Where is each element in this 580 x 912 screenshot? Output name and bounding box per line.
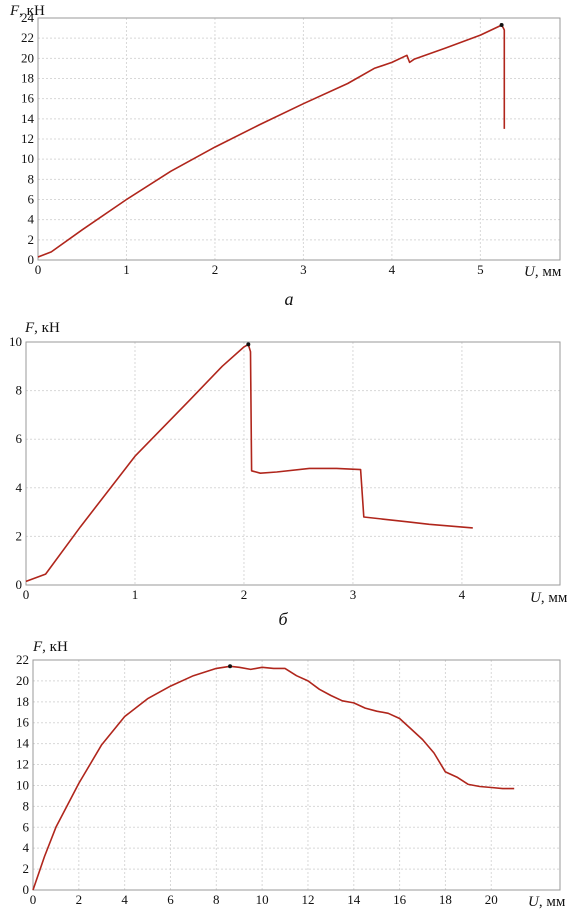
x-tick-label: 12 xyxy=(301,892,314,907)
x-axis-variable: U xyxy=(524,264,536,280)
x-tick-label: 4 xyxy=(389,262,396,277)
x-axis-label: U, мм xyxy=(524,264,562,280)
y-axis-variable: F xyxy=(24,320,35,336)
x-tick-label: 10 xyxy=(256,892,269,907)
y-tick-label: 4 xyxy=(23,840,30,855)
y-tick-label: 6 xyxy=(28,192,35,207)
series-line-1 xyxy=(37,24,506,258)
y-tick-label: 22 xyxy=(16,652,29,667)
y-tick-label: 18 xyxy=(21,71,34,86)
y-axis-unit: , кН xyxy=(34,320,60,336)
y-tick-label: 4 xyxy=(28,212,35,227)
y-tick-label: 14 xyxy=(21,111,35,126)
y-tick-label: 2 xyxy=(23,861,30,876)
x-axis-unit: , мм xyxy=(539,894,566,910)
x-axis-label: U, мм xyxy=(528,894,566,910)
y-tick-label: 22 xyxy=(21,30,34,45)
y-tick-label: 10 xyxy=(21,151,34,166)
y-tick-label: 10 xyxy=(16,777,29,792)
x-tick-label: 3 xyxy=(300,262,307,277)
y-tick-label: 0 xyxy=(16,577,23,592)
plot-frame xyxy=(37,17,561,261)
x-axis-label: U, мм xyxy=(530,590,568,606)
y-axis-unit: , кН xyxy=(19,3,45,19)
x-tick-label: 1 xyxy=(132,587,139,602)
y-tick-label: 16 xyxy=(21,91,35,106)
x-tick-label: 4 xyxy=(459,587,466,602)
x-tick-label: 2 xyxy=(212,262,219,277)
y-tick-label: 8 xyxy=(16,383,23,398)
x-tick-label: 1 xyxy=(123,262,130,277)
y-axis-unit: , кН xyxy=(42,639,68,655)
y-tick-label: 16 xyxy=(16,715,30,730)
y-tick-label: 10 xyxy=(9,334,22,349)
y-tick-label: 12 xyxy=(16,757,29,772)
x-tick-label: 18 xyxy=(439,892,452,907)
x-tick-label: 6 xyxy=(167,892,174,907)
x-tick-label: 4 xyxy=(121,892,128,907)
chart-3: 0 2 4 6 8 10 12 14 16 18 20 0 2 4 6 8 10 12 14 16 18 20 22F, к… xyxy=(16,639,566,910)
x-tick-label: 20 xyxy=(485,892,498,907)
y-tick-label: 18 xyxy=(16,694,29,709)
y-axis-variable: F xyxy=(9,3,20,19)
y-tick-label: 14 xyxy=(16,736,30,751)
x-tick-label: 0 xyxy=(35,262,42,277)
panel-caption: а xyxy=(285,289,294,309)
x-tick-label: 2 xyxy=(76,892,83,907)
panel-caption: б xyxy=(278,609,288,629)
y-tick-label: 6 xyxy=(16,431,23,446)
chart-2: 0 1 2 3 4 0 2 4 6 8 10F, кН U, мм б xyxy=(9,320,568,629)
peak-marker xyxy=(499,23,504,28)
y-tick-label: 4 xyxy=(16,480,23,495)
x-axis-variable: U xyxy=(530,590,542,606)
y-tick-label: 12 xyxy=(21,131,34,146)
series-line-1 xyxy=(32,665,515,891)
peak-marker xyxy=(228,664,233,669)
x-tick-label: 14 xyxy=(347,892,361,907)
peak-marker xyxy=(246,342,251,347)
x-tick-label: 2 xyxy=(241,587,248,602)
y-axis-label: F, кН xyxy=(32,639,68,655)
y-axis-variable: F xyxy=(32,639,43,655)
x-axis-unit: , мм xyxy=(541,590,568,606)
y-tick-label: 8 xyxy=(23,798,30,813)
y-tick-label: 0 xyxy=(23,882,30,897)
x-tick-label: 8 xyxy=(213,892,220,907)
x-tick-label: 16 xyxy=(393,892,407,907)
y-tick-label: 2 xyxy=(16,528,23,543)
y-tick-label: 2 xyxy=(28,232,35,247)
x-tick-label: 0 xyxy=(23,587,30,602)
y-axis-label: F, кН xyxy=(9,3,45,19)
series-line-1 xyxy=(25,343,473,583)
y-tick-label: 20 xyxy=(16,673,29,688)
y-tick-label: 0 xyxy=(28,252,35,267)
x-axis-unit: , мм xyxy=(535,264,562,280)
y-tick-label: 20 xyxy=(21,50,34,65)
x-axis-variable: U xyxy=(528,894,540,910)
plot-frame xyxy=(32,659,561,891)
x-tick-label: 0 xyxy=(30,892,37,907)
y-axis-label: F, кН xyxy=(24,320,60,336)
y-tick-label: 24 xyxy=(21,10,35,25)
x-tick-label: 3 xyxy=(350,587,357,602)
plot-frame xyxy=(25,341,561,586)
y-tick-label: 6 xyxy=(23,819,30,834)
y-tick-label: 8 xyxy=(28,171,35,186)
x-tick-label: 5 xyxy=(477,262,484,277)
